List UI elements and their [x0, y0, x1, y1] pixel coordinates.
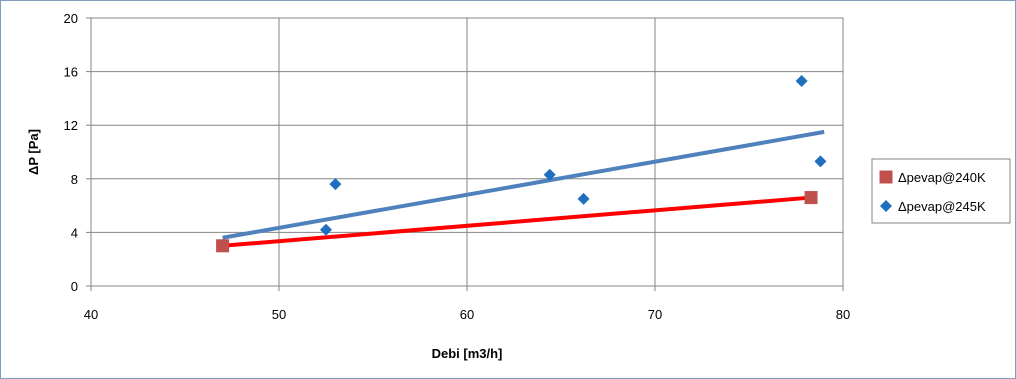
legend-label: Δpevap@245K	[898, 199, 986, 214]
data-point	[814, 155, 827, 168]
grid-lines	[86, 17, 844, 291]
legend-marker	[879, 170, 893, 184]
data-point	[577, 192, 590, 205]
data-point	[320, 223, 332, 236]
x-tick-label: 70	[648, 307, 662, 322]
trendlines	[222, 129, 825, 248]
x-tick-label: 40	[84, 307, 98, 322]
y-tick-label: 0	[71, 279, 78, 294]
legend-marker	[880, 200, 892, 212]
y-tick-label: 20	[64, 11, 78, 26]
x-tick-label: 50	[272, 307, 286, 322]
y-tick-label: 8	[71, 172, 78, 187]
x-tick-label: 80	[836, 307, 850, 322]
trendline	[222, 195, 812, 248]
data-point	[329, 178, 342, 191]
tick-labels: 0 4 8 12 16 20 40 50 60 70 80	[64, 11, 851, 322]
y-tick-label: 12	[64, 118, 78, 133]
y-tick-label: 16	[64, 65, 78, 80]
data-point	[795, 74, 808, 87]
x-axis-title: Debi [m3/h]	[432, 346, 503, 361]
y-tick-label: 4	[71, 225, 78, 240]
data-points	[216, 74, 827, 253]
legend-box	[871, 158, 1011, 224]
legend: Δpevap@240K Δpevap@245K	[871, 158, 1011, 224]
trendline	[222, 129, 825, 240]
data-point	[804, 191, 818, 205]
data-point	[543, 168, 556, 181]
y-axis-title: ΔP [Pa]	[26, 129, 41, 175]
data-point	[216, 239, 230, 253]
x-tick-label: 60	[460, 307, 474, 322]
legend-label: Δpevap@240K	[898, 170, 986, 185]
